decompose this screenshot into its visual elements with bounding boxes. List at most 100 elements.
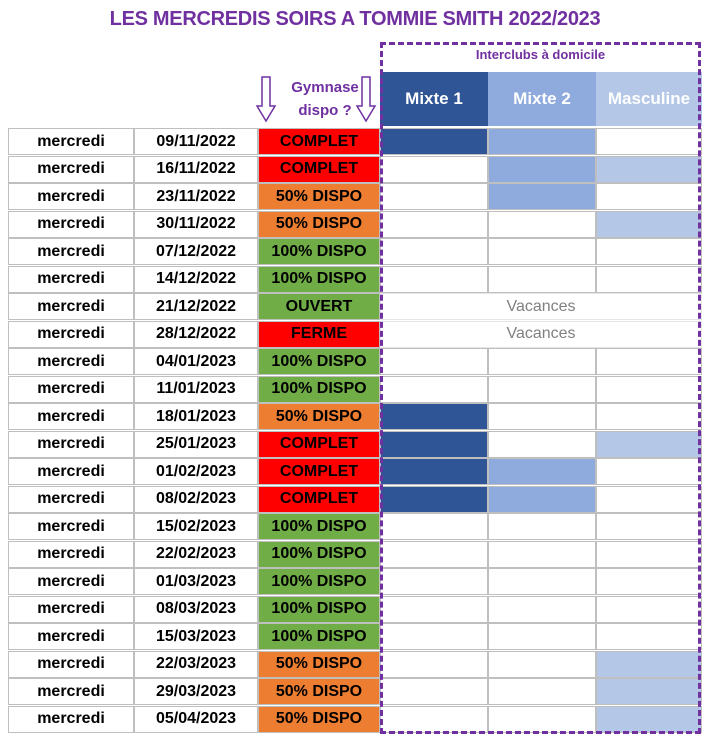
date-cell: 08/02/2023 [134,485,258,513]
day-cell: mercredi [8,265,134,293]
team-cell-3 [596,183,702,210]
date-cell: 28/12/2022 [134,320,258,348]
team-cell-1 [380,183,488,210]
table-row: mercredi 08/03/2023 100% DISPO [8,595,702,623]
team-cell-2 [488,623,596,650]
table-row: mercredi 29/03/2023 50% DISPO [8,678,702,705]
team-cell-1 [380,595,488,623]
day-cell: mercredi [8,458,134,485]
team-header-1: Mixte 1 [380,72,488,126]
team-cell-1 [380,485,488,513]
table-row: mercredi 07/12/2022 100% DISPO [8,238,702,265]
down-arrow-icon [355,76,377,122]
team-cell-1 [380,678,488,705]
team-cell-1 [380,375,488,403]
date-cell: 05/04/2023 [134,705,258,733]
date-cell: 15/02/2023 [134,513,258,540]
team-cell-2 [488,540,596,568]
team-cell-2 [488,568,596,595]
day-cell: mercredi [8,155,134,183]
team-cell-1 [380,348,488,375]
team-cell-3 [596,595,702,623]
team-cell-1 [380,265,488,293]
page-title: LES MERCREDIS SOIRS A TOMMIE SMITH 2022/… [109,8,601,30]
table-row: mercredi 09/11/2022 COMPLET [8,128,702,155]
team-header-2: Mixte 2 [488,72,596,126]
team-cell-3 [596,375,702,403]
table-row: mercredi 15/03/2023 100% DISPO [8,623,702,650]
team-cell-3 [596,238,702,265]
team-cell-3 [596,540,702,568]
date-cell: 14/12/2022 [134,265,258,293]
team-cell-3 [596,650,702,678]
day-cell: mercredi [8,293,134,320]
team-cell-1 [380,403,488,430]
table-row: mercredi 16/11/2022 COMPLET [8,155,702,183]
status-cell: COMPLET [258,128,380,155]
team-header-3: Masculine [596,72,702,126]
date-cell: 08/03/2023 [134,595,258,623]
table-row: mercredi 22/02/2023 100% DISPO [8,540,702,568]
date-cell: 18/01/2023 [134,403,258,430]
date-cell: 30/11/2022 [134,210,258,238]
team-cell-2 [488,403,596,430]
team-cell-2 [488,238,596,265]
team-cell-3 [596,485,702,513]
status-cell: 100% DISPO [258,540,380,568]
day-cell: mercredi [8,375,134,403]
status-cell: 50% DISPO [258,403,380,430]
team-cell-2 [488,595,596,623]
team-cell-3 [596,678,702,705]
team-cell-1 [380,623,488,650]
gymnase-label-line2: dispo ? [298,102,352,119]
team-cell-1 [380,155,488,183]
team-cell-1 [380,650,488,678]
team-cell-3 [596,705,702,733]
team-cell-3 [596,623,702,650]
table-row: mercredi 23/11/2022 50% DISPO [8,183,702,210]
table-row: mercredi 01/02/2023 COMPLET [8,458,702,485]
date-cell: 22/03/2023 [134,650,258,678]
status-cell: 100% DISPO [258,375,380,403]
table-row: mercredi 11/01/2023 100% DISPO [8,375,702,403]
date-cell: 25/01/2023 [134,430,258,458]
team-cell-2 [488,265,596,293]
date-cell: 23/11/2022 [134,183,258,210]
team-cell-3 [596,568,702,595]
team-cell-2 [488,513,596,540]
team-cell-3 [596,210,702,238]
table-row: mercredi 08/02/2023 COMPLET [8,485,702,513]
day-cell: mercredi [8,430,134,458]
day-cell: mercredi [8,678,134,705]
table-row: mercredi 30/11/2022 50% DISPO [8,210,702,238]
gymnase-label: Gymnase dispo ? [275,76,375,122]
team-cell-2 [488,210,596,238]
status-cell: 100% DISPO [258,513,380,540]
team-cell-3 [596,430,702,458]
date-cell: 01/02/2023 [134,458,258,485]
table-row: mercredi 04/01/2023 100% DISPO [8,348,702,375]
day-cell: mercredi [8,210,134,238]
status-cell: COMPLET [258,485,380,513]
table-row: mercredi 15/02/2023 100% DISPO [8,513,702,540]
team-cell-2 [488,485,596,513]
table-row: mercredi 05/04/2023 50% DISPO [8,705,702,733]
day-cell: mercredi [8,320,134,348]
table-row: mercredi 22/03/2023 50% DISPO [8,650,702,678]
team-cell-3 [596,458,702,485]
team-cell-3 [596,513,702,540]
team-cell-1 [380,513,488,540]
team-cell-3 [596,403,702,430]
date-cell: 15/03/2023 [134,623,258,650]
date-cell: 21/12/2022 [134,293,258,320]
team-cell-3 [596,265,702,293]
day-cell: mercredi [8,128,134,155]
day-cell: mercredi [8,485,134,513]
table-row: mercredi 21/12/2022 OUVERT Vacances [8,293,702,320]
day-cell: mercredi [8,595,134,623]
team-cell-3 [596,155,702,183]
status-cell: 100% DISPO [258,623,380,650]
status-cell: COMPLET [258,430,380,458]
status-cell: COMPLET [258,458,380,485]
table-row: mercredi 01/03/2023 100% DISPO [8,568,702,595]
